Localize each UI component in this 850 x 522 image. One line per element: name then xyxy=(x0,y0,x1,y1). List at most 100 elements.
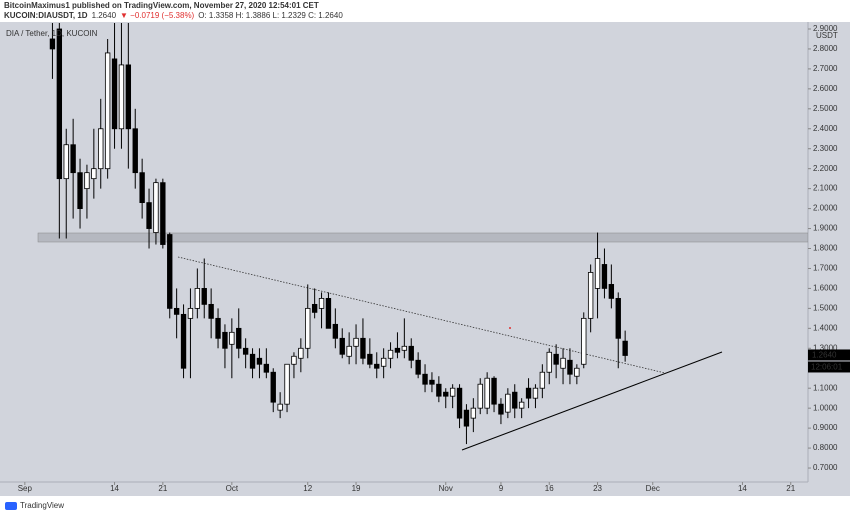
candle-body xyxy=(153,182,159,233)
candle-body xyxy=(201,288,207,305)
brand-logo xyxy=(5,502,17,510)
last-price-box xyxy=(808,349,850,361)
chart-title: DIA / Tether, 1D, KUCOIN xyxy=(6,29,98,38)
candle-body xyxy=(408,345,414,361)
candle-body xyxy=(104,52,111,170)
x-tick-label: 16 xyxy=(545,484,554,493)
y-axis-background xyxy=(808,22,850,482)
y-tick-label: 1.4000 xyxy=(813,323,838,332)
ohlc: O: 1.3358 H: 1.3886 L: 1.2329 C: 1.2640 xyxy=(198,11,343,20)
symbol: KUCOIN:DIAUSDT, 1D xyxy=(4,11,88,20)
brand: TradingView xyxy=(20,501,64,510)
candle-body xyxy=(560,357,566,369)
candle-body xyxy=(601,264,608,289)
y-tick-label: 2.4000 xyxy=(813,124,838,133)
candle-body xyxy=(546,351,552,373)
candle-body xyxy=(587,272,594,319)
candle-body xyxy=(449,387,456,397)
candle-body xyxy=(236,327,242,349)
candle-body xyxy=(380,357,387,367)
candle-body xyxy=(332,323,339,339)
candle-body xyxy=(111,58,118,130)
x-tick-label: 12 xyxy=(303,484,312,493)
candle-body xyxy=(463,409,470,427)
candle-body xyxy=(187,307,194,319)
candle-body xyxy=(339,337,345,355)
candle-body xyxy=(132,128,138,174)
candle-body xyxy=(63,144,69,180)
countdown-box xyxy=(808,361,850,373)
y-unit: USDT xyxy=(816,31,838,40)
x-tick-label: 23 xyxy=(593,484,602,493)
candle-body xyxy=(49,38,56,50)
candle-body xyxy=(318,297,325,309)
candle-body xyxy=(491,377,497,405)
candle-body xyxy=(532,387,539,399)
last-price: 1.2640 xyxy=(92,11,117,20)
candle-body xyxy=(477,383,483,409)
x-tick-label: Nov xyxy=(439,484,453,493)
y-tick-label: 1.0000 xyxy=(813,403,838,412)
resistance-zone xyxy=(37,232,808,243)
candle-body xyxy=(470,407,477,419)
candle-body xyxy=(146,202,152,229)
candle-body xyxy=(263,363,270,373)
candle-body xyxy=(401,345,408,351)
marker-dot xyxy=(509,327,511,329)
candle-body xyxy=(525,387,532,399)
candle-body xyxy=(77,172,83,209)
candle-body xyxy=(305,307,311,349)
plot-background xyxy=(0,22,808,482)
candle-body xyxy=(346,345,352,357)
candle-body xyxy=(91,168,97,180)
y-tick-label: 1.1000 xyxy=(813,383,838,392)
candle-body xyxy=(298,347,304,359)
y-tick-label: 0.7000 xyxy=(813,463,838,472)
x-axis-background xyxy=(0,482,850,496)
y-tick-label: 2.3000 xyxy=(813,144,838,153)
x-tick-label: 14 xyxy=(110,484,119,493)
x-tick-label: 14 xyxy=(738,484,747,493)
header-bar xyxy=(0,0,850,22)
y-tick-label: 1.8000 xyxy=(813,244,838,253)
logo-icon xyxy=(5,502,17,510)
y-tick-label: 1.3000 xyxy=(813,343,838,352)
candle-body xyxy=(325,297,332,329)
y-tick-label: 2.1000 xyxy=(813,184,838,193)
y-tick-label: 2.8000 xyxy=(813,44,838,53)
candle-body xyxy=(387,349,394,359)
candle-body xyxy=(539,371,546,389)
candle-body xyxy=(456,387,463,419)
candle-body xyxy=(84,172,90,190)
x-tick-label: Oct xyxy=(226,484,239,493)
y-tick-label: 1.6000 xyxy=(813,284,838,293)
candle-body xyxy=(567,359,573,375)
candle-body xyxy=(291,355,297,365)
x-tick-label: Sep xyxy=(18,484,33,493)
candle-body xyxy=(194,288,201,309)
candle-body xyxy=(215,317,221,339)
candle-body xyxy=(374,363,380,369)
candle-body xyxy=(173,307,180,315)
y-tick-label: 1.7000 xyxy=(813,264,838,273)
candle-body xyxy=(505,393,511,413)
candle-body xyxy=(180,313,187,369)
candle-body xyxy=(242,347,249,355)
candle-body xyxy=(553,353,559,365)
candle-body xyxy=(422,373,428,385)
ascending-trendline xyxy=(461,351,723,451)
publisher-line: BitcoinMaximus1 published on TradingView… xyxy=(4,1,319,10)
candle-body xyxy=(70,144,76,174)
candle-body xyxy=(208,303,214,319)
y-tick-label: 0.9000 xyxy=(813,423,838,432)
y-tick-label: 0.8000 xyxy=(813,443,838,452)
y-tick-label: 2.6000 xyxy=(813,84,838,93)
x-tick-label: 9 xyxy=(499,484,504,493)
candle-body xyxy=(360,337,366,359)
candle-body xyxy=(98,128,104,170)
candle-body xyxy=(229,331,235,345)
candle-body xyxy=(118,64,125,130)
x-tick-label: 21 xyxy=(786,484,795,493)
candle-body xyxy=(367,353,373,365)
